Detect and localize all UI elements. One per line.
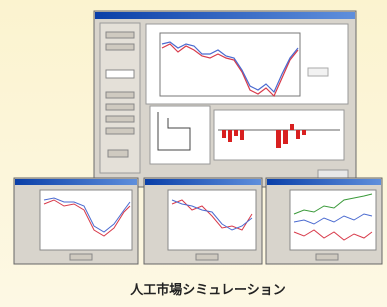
sub-window	[144, 178, 262, 264]
button	[316, 254, 338, 260]
bar	[276, 130, 281, 148]
title-bar	[15, 179, 137, 185]
status-box	[318, 170, 348, 178]
button	[106, 116, 134, 122]
title-bar	[267, 179, 381, 185]
sub-window	[266, 178, 382, 264]
illustration: 人工市場シミュレーション	[0, 0, 387, 307]
main-window	[94, 11, 356, 187]
button	[106, 32, 134, 38]
bar	[234, 130, 238, 136]
button	[106, 44, 134, 50]
bar	[228, 130, 232, 142]
legend-box	[308, 68, 328, 76]
bar	[302, 130, 306, 135]
chart-plot	[40, 190, 132, 250]
bar	[290, 124, 294, 130]
bar	[222, 130, 226, 138]
button	[196, 254, 218, 260]
page: 人工市場シミュレーション (() => { const data = JSON.…	[0, 0, 387, 307]
bar	[240, 130, 244, 140]
small-chart-panel	[150, 106, 210, 164]
title-bar	[145, 179, 261, 185]
sub-window	[14, 178, 138, 264]
bar	[283, 130, 288, 144]
button	[106, 104, 134, 110]
button	[106, 128, 134, 134]
input-box	[106, 70, 134, 78]
caption: 人工市場シミュレーション	[129, 282, 285, 298]
button	[108, 150, 128, 157]
button	[106, 92, 134, 98]
title-bar	[95, 12, 355, 19]
bar	[296, 130, 300, 139]
button	[70, 254, 92, 260]
chart-plot	[168, 190, 256, 250]
price-chart-plot	[160, 33, 300, 96]
